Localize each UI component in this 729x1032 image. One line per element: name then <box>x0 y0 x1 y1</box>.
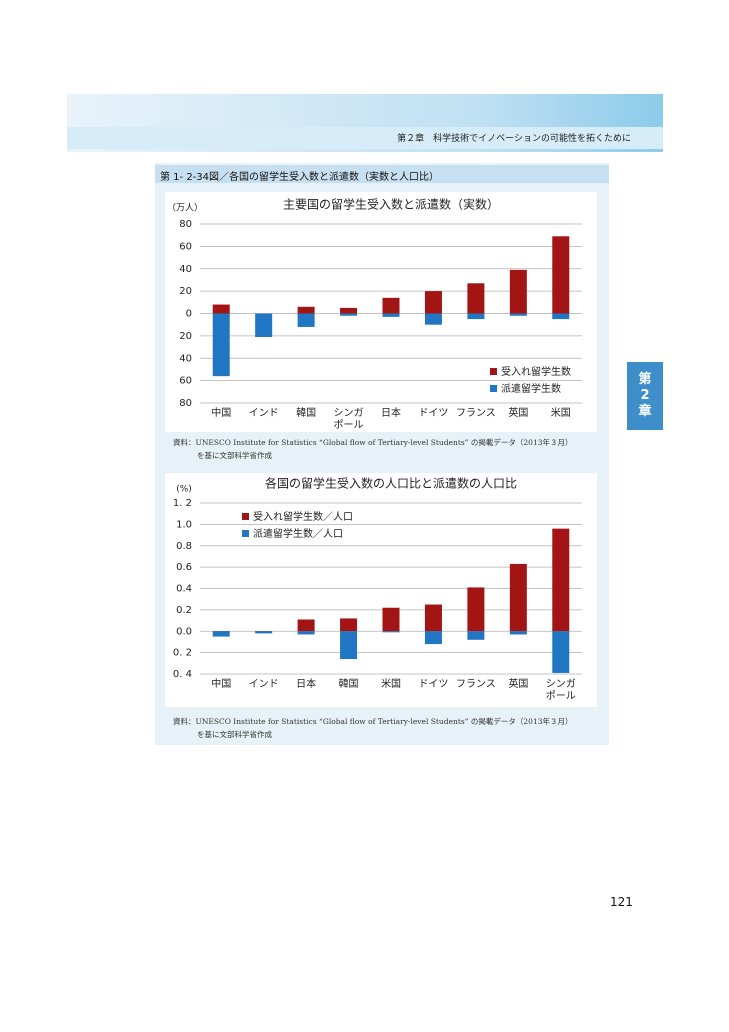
bar <box>382 313 400 317</box>
bar <box>424 291 442 314</box>
bar <box>297 631 315 635</box>
x-tick-label: 中国 <box>211 408 232 419</box>
bar <box>424 631 442 645</box>
legend-swatch <box>242 513 249 520</box>
y-tick-label: 0. 2 <box>173 648 192 659</box>
legend-label: 受入れ留学生数／人口 <box>253 510 353 523</box>
bar <box>509 563 527 632</box>
figure-title-bar <box>155 165 609 183</box>
bar <box>467 631 485 640</box>
bar <box>340 313 358 316</box>
chart-title: 主要国の留学生受入数と派遣数（実数） <box>283 197 499 212</box>
x-tick-label: 英国 <box>508 408 529 419</box>
y-tick-label: 1.0 <box>176 519 192 530</box>
y-tick-label: 20 <box>179 286 192 297</box>
y-tick-label: 0.4 <box>176 584 192 595</box>
x-tick-label: フランス <box>455 408 496 419</box>
legend-swatch <box>490 368 497 375</box>
x-tick-label: ドイツ <box>418 679 449 690</box>
x-tick-label: 米国 <box>550 408 571 419</box>
y-tick-label: 80 <box>179 398 192 409</box>
bar <box>212 313 230 377</box>
header-strip <box>67 127 663 149</box>
y-tick-label: 80 <box>179 219 192 230</box>
x-tick-label: ドイツ <box>418 408 449 419</box>
source-line: 資料：UNESCO Institute for Statistics “Glob… <box>173 717 573 726</box>
bar <box>297 313 315 327</box>
legend-swatch <box>242 530 249 537</box>
y-tick-label: 0.6 <box>176 562 192 573</box>
source-line: を基に文部科学省作成 <box>197 730 272 739</box>
x-tick-label: インド <box>248 679 279 690</box>
y-tick-label: 60 <box>179 376 192 387</box>
x-tick-label: 韓国 <box>338 679 359 690</box>
bar <box>552 631 570 673</box>
bar <box>509 313 527 316</box>
bar <box>297 619 315 632</box>
y-unit: (%) <box>176 485 192 495</box>
bar <box>212 631 230 637</box>
y-tick-label: 0.0 <box>176 626 192 637</box>
bar <box>509 269 527 314</box>
x-tick-label: 韓国 <box>296 408 317 419</box>
bar <box>424 313 442 325</box>
y-tick-label: 0. 4 <box>173 669 192 680</box>
y-tick-label: 60 <box>179 241 192 252</box>
x-tick-label: 中国 <box>211 679 232 690</box>
bar <box>212 304 230 314</box>
chapter-header: 第２章 科学技術でイノベーションの可能性を拓くために <box>397 134 631 144</box>
bar <box>552 236 570 314</box>
bar <box>552 528 570 632</box>
legend-label: 派遣留学生数／人口 <box>253 527 343 540</box>
y-tick-label: 40 <box>179 353 192 364</box>
y-tick-label: 40 <box>179 264 192 275</box>
x-tick-label: 米国 <box>381 679 401 690</box>
bar <box>424 604 442 632</box>
y-tick-label: 0 <box>186 309 192 320</box>
bar <box>255 631 273 634</box>
x-tick-label: 日本 <box>296 679 317 690</box>
source-line: を基に文部科学省作成 <box>197 451 272 460</box>
page-number: 121 <box>610 895 633 909</box>
x-tick-label: 英国 <box>508 679 529 690</box>
bar <box>382 631 400 633</box>
bar <box>382 607 400 632</box>
x-tick-label: シンガ ポール <box>545 679 576 702</box>
legend-label: 派遣留学生数 <box>501 382 561 395</box>
bar <box>297 306 315 314</box>
y-tick-label: 1. 2 <box>173 498 192 509</box>
bar <box>467 283 485 314</box>
legend-label: 受入れ留学生数 <box>501 365 571 378</box>
x-tick-label: インド <box>248 408 279 419</box>
bar <box>509 631 527 635</box>
bar <box>467 313 485 320</box>
x-tick-label: シンガ ポール <box>333 408 364 431</box>
bar <box>552 313 570 320</box>
bar <box>340 631 358 660</box>
y-tick-label: 0.2 <box>176 605 192 616</box>
y-tick-label: 0.8 <box>176 541 192 552</box>
y-unit: （万人） <box>167 203 203 214</box>
y-tick-label: 20 <box>179 331 192 342</box>
legend-swatch <box>490 385 497 392</box>
side-tab: 第 2 章 <box>627 362 663 430</box>
bar <box>255 313 273 337</box>
source-line: 資料：UNESCO Institute for Statistics “Glob… <box>173 438 573 447</box>
x-tick-label: フランス <box>455 679 496 690</box>
figure-title: 第 1- 2-34図／各国の留学生受入数と派遣数（実数と人口比） <box>160 172 440 183</box>
bar <box>382 297 400 314</box>
bar <box>340 307 358 314</box>
bar <box>340 618 358 632</box>
bar <box>467 587 485 632</box>
x-tick-label: 日本 <box>381 408 401 419</box>
chart-title: 各国の留学生受入数の人口比と派遣数の人口比 <box>265 476 517 491</box>
